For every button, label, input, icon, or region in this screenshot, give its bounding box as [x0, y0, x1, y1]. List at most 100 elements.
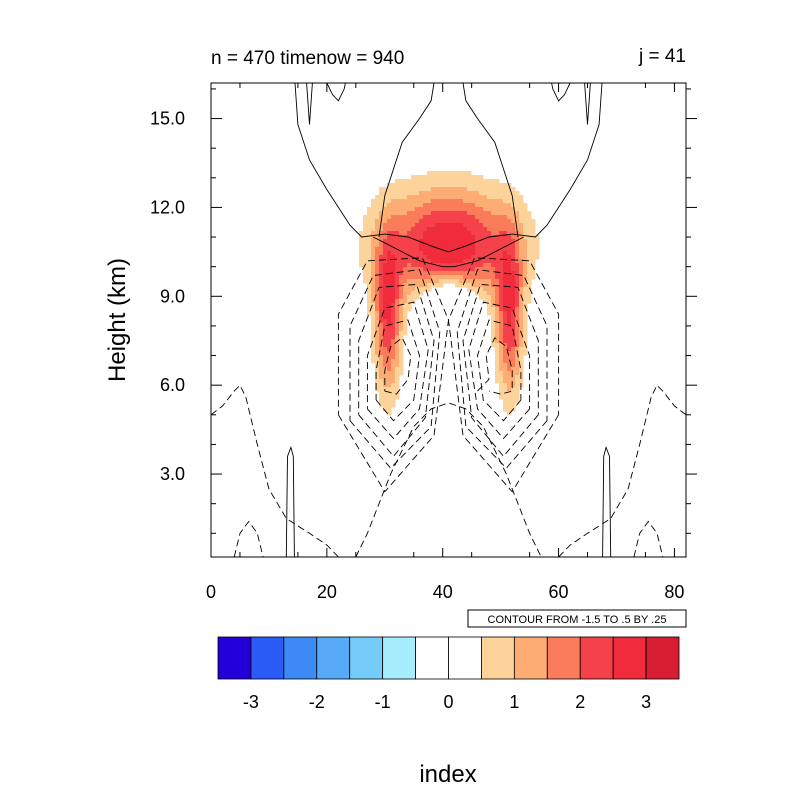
- field-cell: [379, 215, 384, 220]
- field-cell: [471, 267, 476, 272]
- field-cell: [411, 239, 416, 244]
- field-cell: [471, 191, 476, 196]
- field-cell: [495, 243, 500, 248]
- field-cell: [519, 219, 524, 224]
- field-cell: [463, 267, 468, 272]
- field-cell: [367, 215, 372, 220]
- field-cell: [375, 271, 380, 276]
- x-tick-label: 80: [664, 582, 684, 602]
- field-cell: [403, 327, 408, 332]
- field-cell: [371, 207, 376, 212]
- field-cell: [455, 207, 460, 212]
- field-cell: [515, 327, 520, 332]
- field-cell: [447, 231, 452, 236]
- field-cell: [495, 379, 500, 384]
- field-cell: [399, 183, 404, 188]
- field-cell: [499, 223, 504, 228]
- field-cell: [523, 207, 528, 212]
- field-cell: [523, 275, 528, 280]
- field-cell: [371, 351, 376, 356]
- field-cell: [395, 287, 400, 292]
- field-cell: [459, 283, 464, 288]
- colorbar-swatch: [415, 636, 449, 680]
- field-cell: [495, 347, 500, 352]
- field-cell: [367, 243, 372, 248]
- field-cell: [395, 203, 400, 208]
- field-cell: [507, 383, 512, 388]
- field-cell: [387, 235, 392, 240]
- field-cell: [495, 315, 500, 320]
- field-cell: [387, 315, 392, 320]
- field-cell: [455, 195, 460, 200]
- field-cell: [451, 187, 456, 192]
- field-cell: [483, 247, 488, 252]
- field-cell: [379, 347, 384, 352]
- field-cell: [507, 191, 512, 196]
- field-cell: [371, 199, 376, 204]
- field-cell: [499, 255, 504, 260]
- field-cell: [403, 215, 408, 220]
- field-cell: [483, 199, 488, 204]
- field-cell: [423, 255, 428, 260]
- field-cell: [475, 191, 480, 196]
- field-cell: [499, 395, 504, 400]
- field-cell: [391, 303, 396, 308]
- field-cell: [407, 199, 412, 204]
- field-cell: [523, 267, 528, 272]
- field-cell: [499, 183, 504, 188]
- field-cell: [415, 247, 420, 252]
- field-cell: [431, 275, 436, 280]
- field-cell: [483, 263, 488, 268]
- field-cell: [519, 267, 524, 272]
- field-cell: [423, 223, 428, 228]
- field-cell: [383, 203, 388, 208]
- field-cell: [415, 235, 420, 240]
- field-cell: [383, 403, 388, 408]
- field-cell: [523, 347, 528, 352]
- field-cell: [503, 295, 508, 300]
- field-cell: [527, 287, 532, 292]
- field-cell: [443, 223, 448, 228]
- field-cell: [387, 239, 392, 244]
- field-cell: [395, 335, 400, 340]
- field-cell: [467, 235, 472, 240]
- field-cell: [435, 231, 440, 236]
- field-cell: [515, 263, 520, 268]
- field-cell: [395, 243, 400, 248]
- field-cell: [375, 251, 380, 256]
- field-cell: [375, 295, 380, 300]
- field-cell: [495, 267, 500, 272]
- field-cell: [415, 191, 420, 196]
- field-cell: [395, 331, 400, 336]
- field-cell: [527, 295, 532, 300]
- field-cell: [515, 379, 520, 384]
- field-cell: [503, 387, 508, 392]
- field-cell: [447, 207, 452, 212]
- field-cell: [391, 247, 396, 252]
- field-cell: [363, 271, 368, 276]
- field-cell: [367, 275, 372, 280]
- field-cell: [467, 207, 472, 212]
- field-cell: [451, 175, 456, 180]
- field-cell: [491, 275, 496, 280]
- field-cell: [487, 267, 492, 272]
- field-cell: [499, 215, 504, 220]
- field-cell: [443, 191, 448, 196]
- field-cell: [523, 319, 528, 324]
- field-cell: [407, 211, 412, 216]
- field-cell: [387, 195, 392, 200]
- field-cell: [439, 251, 444, 256]
- field-cell: [503, 315, 508, 320]
- field-cell: [367, 267, 372, 272]
- field-cell: [491, 327, 496, 332]
- field-cell: [391, 187, 396, 192]
- field-cell: [435, 267, 440, 272]
- field-cell: [379, 231, 384, 236]
- field-cell: [487, 259, 492, 264]
- field-cell: [379, 203, 384, 208]
- field-cell: [391, 399, 396, 404]
- field-cell: [395, 375, 400, 380]
- field-cell: [391, 363, 396, 368]
- field-cell: [375, 243, 380, 248]
- field-cell: [455, 183, 460, 188]
